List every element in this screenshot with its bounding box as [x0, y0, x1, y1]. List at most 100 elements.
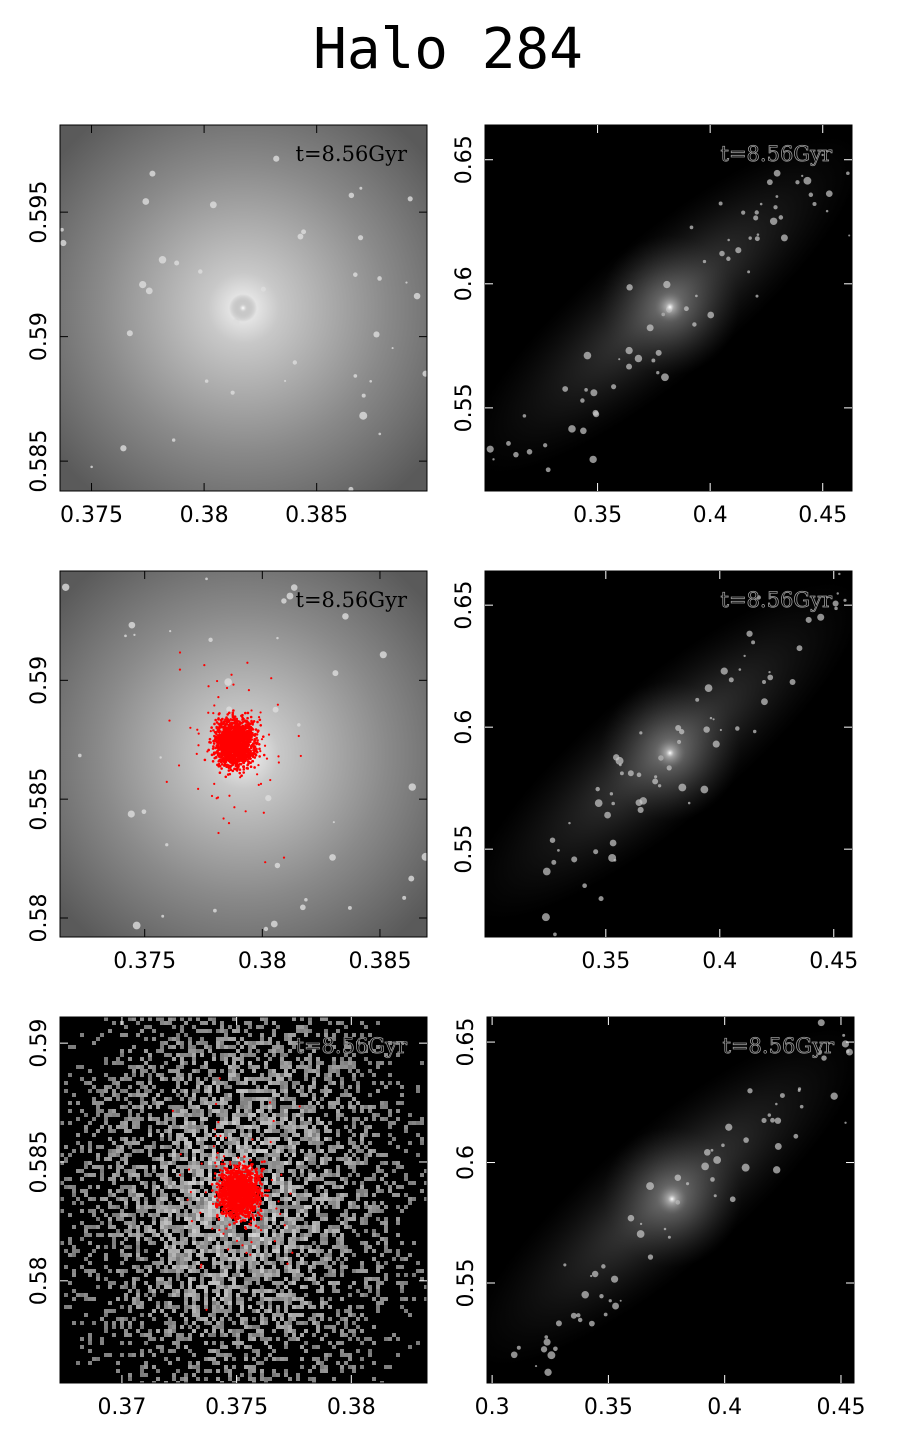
noise-pixel: [388, 1337, 392, 1341]
noise-pixel: [156, 1121, 160, 1125]
noise-pixel: [392, 1161, 396, 1165]
noise-pixel: [280, 1205, 284, 1209]
noise-pixel: [376, 1217, 380, 1221]
noise-pixel: [128, 1177, 132, 1181]
noise-pixel: [272, 1021, 276, 1025]
x-tick-label: 0.38: [180, 503, 229, 528]
noise-pixel: [156, 1197, 160, 1201]
noise-pixel: [372, 1297, 376, 1301]
star-particle: [218, 737, 222, 740]
noise-pixel: [224, 1101, 228, 1105]
noise-pixel: [152, 1241, 156, 1245]
noise-pixel: [196, 1085, 200, 1089]
noise-pixel: [248, 1345, 252, 1349]
noise-pixel: [312, 1125, 316, 1129]
noise-pixel: [228, 1105, 232, 1109]
noise-pixel: [376, 1089, 380, 1093]
noise-pixel: [136, 1277, 140, 1281]
noise-pixel: [268, 1161, 272, 1165]
noise-pixel: [360, 1269, 364, 1273]
noise-pixel: [152, 1189, 156, 1193]
noise-pixel: [144, 1209, 148, 1213]
noise-pixel: [244, 1161, 248, 1165]
noise-pixel: [248, 1117, 252, 1121]
noise-pixel: [372, 1205, 376, 1209]
noise-pixel: [160, 1261, 164, 1265]
noise-pixel: [192, 1157, 196, 1161]
noise-pixel: [76, 1293, 80, 1297]
star-particle: [239, 733, 243, 736]
noise-pixel: [88, 1241, 92, 1245]
subhalo: [678, 783, 687, 792]
noise-pixel: [348, 1337, 352, 1341]
noise-pixel: [360, 1021, 364, 1025]
noise-pixel: [320, 1241, 324, 1245]
noise-pixel: [276, 1297, 280, 1301]
panel-image: [485, 125, 852, 491]
noise-pixel: [272, 1113, 276, 1117]
noise-pixel: [180, 1017, 184, 1021]
noise-pixel: [300, 1233, 304, 1237]
star-particle: [282, 856, 286, 859]
subhalo: [651, 358, 656, 363]
noise-pixel: [412, 1197, 416, 1201]
noise-pixel: [104, 1017, 108, 1021]
noise-pixel: [216, 1301, 220, 1305]
y-tick-label: 0.585: [27, 768, 52, 831]
noise-pixel: [208, 1049, 212, 1053]
noise-pixel: [256, 1089, 260, 1093]
noise-pixel: [184, 1129, 188, 1133]
noise-pixel: [220, 1081, 224, 1085]
noise-pixel: [236, 1285, 240, 1289]
noise-pixel: [272, 1029, 276, 1033]
noise-pixel: [276, 1177, 280, 1181]
noise-pixel: [284, 1185, 288, 1189]
noise-pixel: [300, 1193, 304, 1197]
noise-pixel: [336, 1257, 340, 1261]
subhalo: [506, 441, 511, 446]
star-particle: [245, 737, 249, 740]
subhalo: [803, 176, 812, 185]
noise-pixel: [228, 1233, 232, 1237]
subhalo: [712, 740, 720, 748]
noise-pixel: [256, 1145, 260, 1149]
noise-pixel: [220, 1021, 224, 1025]
noise-pixel: [276, 1173, 280, 1177]
noise-pixel: [308, 1233, 312, 1237]
noise-pixel: [300, 1049, 304, 1053]
noise-pixel: [140, 1065, 144, 1069]
star-particle: [227, 821, 231, 825]
noise-pixel: [288, 1269, 292, 1273]
noise-pixel: [152, 1037, 156, 1041]
noise-pixel: [244, 1053, 248, 1057]
noise-pixel: [168, 1213, 172, 1217]
noise-pixel: [288, 1265, 292, 1269]
noise-pixel: [280, 1113, 284, 1117]
noise-pixel: [260, 1293, 264, 1297]
noise-pixel: [344, 1325, 348, 1329]
substructure: [281, 598, 287, 604]
noise-pixel: [60, 1181, 64, 1185]
noise-pixel: [288, 1061, 292, 1065]
noise-pixel: [196, 1325, 200, 1329]
noise-pixel: [184, 1345, 188, 1349]
noise-pixel: [64, 1089, 68, 1093]
noise-pixel: [172, 1293, 176, 1297]
noise-pixel: [120, 1209, 124, 1213]
noise-pixel: [284, 1117, 288, 1121]
noise-pixel: [324, 1113, 328, 1117]
star-particle: [227, 769, 231, 772]
noise-pixel: [288, 1137, 292, 1141]
noise-pixel: [188, 1233, 192, 1237]
noise-pixel: [180, 1077, 184, 1081]
noise-pixel: [388, 1133, 392, 1137]
noise-pixel: [236, 1077, 240, 1081]
noise-pixel: [372, 1149, 376, 1153]
noise-pixel: [140, 1313, 144, 1317]
noise-pixel: [120, 1177, 124, 1181]
noise-pixel: [200, 1281, 204, 1285]
noise-pixel: [272, 1189, 276, 1193]
noise-pixel: [308, 1317, 312, 1321]
subhalo: [598, 896, 604, 902]
noise-pixel: [156, 1117, 160, 1121]
